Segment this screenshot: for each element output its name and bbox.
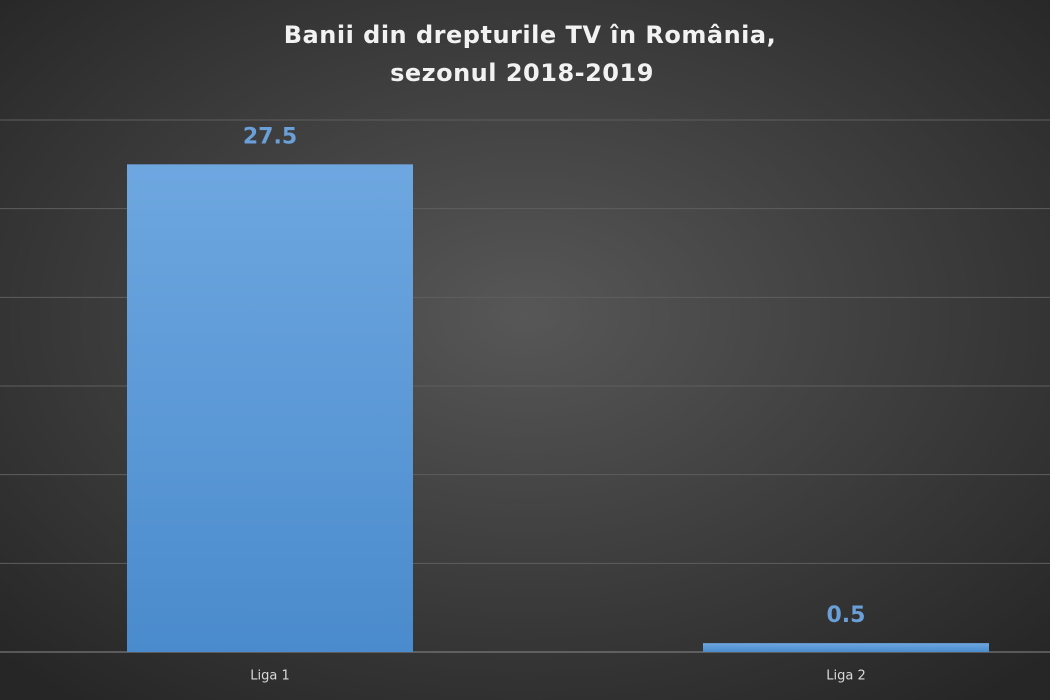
data-label: 27.5 (243, 124, 297, 149)
bar (703, 643, 989, 652)
x-tick-label: Liga 1 (250, 669, 289, 684)
x-tick-label: Liga 2 (826, 669, 865, 684)
chart-title: sezonul 2018-2019 (390, 59, 654, 87)
bar (127, 164, 413, 653)
data-label: 0.5 (827, 603, 866, 628)
chart-title: Banii din drepturile TV în România, (284, 21, 776, 49)
